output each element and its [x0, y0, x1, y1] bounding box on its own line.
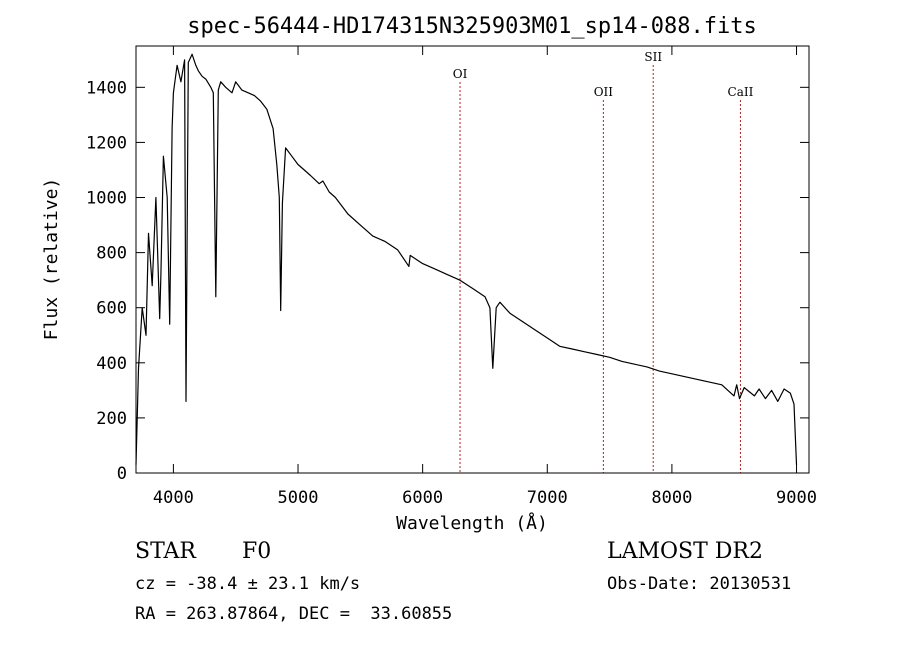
- x-tick-label: 7000: [527, 488, 568, 508]
- plot-frame: [135, 45, 810, 474]
- x-axis-label: Wavelength (Å): [396, 512, 548, 534]
- x-tick-label: 8000: [651, 488, 692, 508]
- y-tick-label: 1000: [86, 189, 127, 209]
- spectral-line-markers: OI OII SII CaII: [453, 50, 754, 473]
- observation-date: Obs-Date: 20130531: [607, 574, 792, 594]
- survey-label: LAMOST DR2: [607, 539, 763, 564]
- x-tick-label: 4000: [153, 488, 194, 508]
- object-class: STAR: [135, 539, 196, 564]
- coordinates: RA = 263.87864, DEC = 33.60855: [135, 604, 453, 624]
- y-tick-label: 1400: [86, 78, 127, 98]
- spectrum-line: [135, 53, 798, 465]
- line-marker-label: SII: [644, 50, 662, 64]
- y-tick-label: 1200: [86, 133, 127, 153]
- chart-title: spec-56444-HD174315N325903M01_sp14-088.f…: [187, 14, 757, 39]
- y-tick-label: 0: [117, 464, 127, 484]
- axis-ticks: 4000 5000 6000 7000 8000 9000 0 200 400 600 800 100…: [86, 46, 817, 508]
- line-marker-label: OI: [453, 67, 468, 81]
- spectral-subclass: F0: [242, 539, 272, 564]
- y-tick-label: 600: [96, 299, 127, 319]
- y-axis-label: Flux (relative): [41, 178, 62, 341]
- y-tick-label: 400: [96, 354, 127, 374]
- y-tick-label: 800: [96, 244, 127, 264]
- x-tick-label: 9000: [776, 488, 817, 508]
- radial-velocity: cz = -38.4 ± 23.1 km/s: [135, 574, 361, 594]
- line-marker-label: OII: [594, 85, 614, 99]
- x-tick-label: 5000: [278, 488, 319, 508]
- y-tick-label: 200: [96, 409, 127, 429]
- line-marker-label: CaII: [728, 85, 754, 99]
- x-tick-label: 6000: [402, 488, 443, 508]
